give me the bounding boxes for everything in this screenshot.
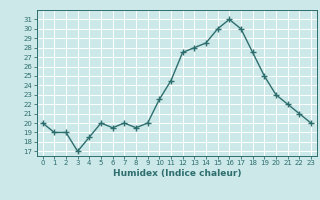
X-axis label: Humidex (Indice chaleur): Humidex (Indice chaleur) (113, 169, 241, 178)
